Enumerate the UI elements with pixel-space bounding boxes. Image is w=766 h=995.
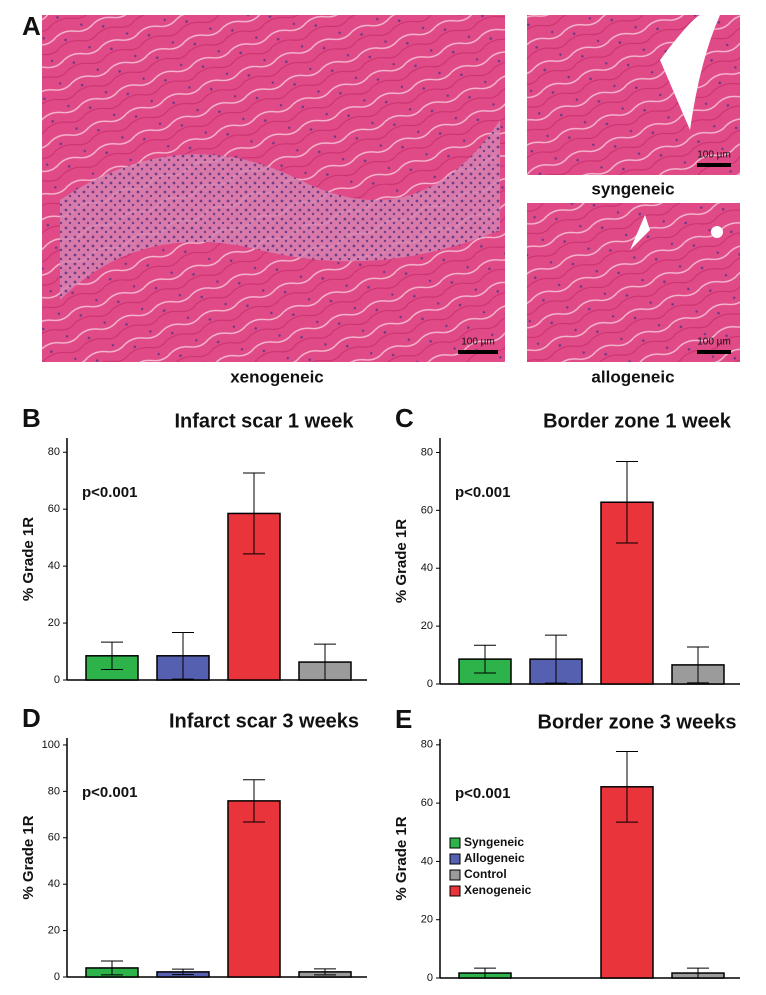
legend-swatch [449, 837, 461, 849]
scale-bar-label: 100 µm [697, 150, 731, 161]
y-tick-label: 60 [48, 832, 60, 844]
y-tick-label: 0 [54, 971, 60, 983]
y-axis-label: % Grade 1R [393, 816, 410, 900]
panel-label: C [395, 403, 414, 433]
legend-swatch [449, 869, 461, 881]
histology-allogeneic: 100 µm [527, 203, 740, 362]
scale-bar-label: 100 µm [461, 337, 495, 348]
y-axis-label: % Grade 1R [20, 815, 37, 899]
y-axis-label: % Grade 1R [393, 519, 410, 603]
bar [227, 800, 281, 978]
chart-title: Infarct scar 1 week [175, 410, 355, 432]
image-caption: allogeneic [591, 367, 674, 386]
chart-title: Infarct scar 3 weeks [169, 710, 359, 732]
y-tick-label: 80 [48, 785, 60, 797]
y-tick-label: 0 [54, 674, 60, 686]
y-tick-label: 80 [421, 739, 433, 751]
y-tick-label: 100 [42, 739, 60, 751]
histology-xenogeneic: 100 µm [42, 15, 505, 362]
y-axis-label: % Grade 1R [20, 517, 37, 601]
legend-label: Syngeneic [464, 835, 524, 849]
image-caption: xenogeneic [230, 367, 324, 386]
annotation: p<0.001 [82, 784, 137, 801]
annotation: p<0.001 [82, 484, 137, 501]
y-tick-label: 60 [48, 503, 60, 515]
y-tick-label: 40 [48, 878, 60, 890]
panel-label: D [22, 703, 41, 733]
y-tick-label: 20 [421, 914, 433, 926]
y-tick-label: 0 [427, 972, 433, 984]
histology-syngeneic: 100 µm [527, 15, 740, 175]
chart-title: Border zone 3 weeks [538, 711, 737, 733]
y-tick-label: 40 [421, 562, 433, 574]
panel-label: B [22, 403, 41, 433]
y-tick-label: 0 [427, 678, 433, 690]
panel-label: A [22, 11, 41, 41]
image-caption: syngeneic [591, 179, 674, 198]
y-tick-label: 40 [48, 560, 60, 572]
panel-label: E [395, 704, 412, 734]
y-tick-label: 20 [48, 617, 60, 629]
legend-label: Control [464, 867, 507, 881]
y-tick-label: 40 [421, 855, 433, 867]
y-tick-label: 80 [48, 446, 60, 458]
legend-label: Xenogeneic [464, 883, 532, 897]
legend-label: Allogeneic [464, 851, 525, 865]
legend-swatch [449, 885, 461, 897]
annotation: p<0.001 [455, 484, 510, 501]
legend-swatch [449, 853, 461, 865]
chart-title: Border zone 1 week [543, 410, 732, 432]
annotation: p<0.001 [455, 785, 510, 802]
y-tick-label: 60 [421, 504, 433, 516]
y-tick-label: 60 [421, 797, 433, 809]
y-tick-label: 20 [421, 620, 433, 632]
y-tick-label: 80 [421, 446, 433, 458]
scale-bar-label: 100 µm [697, 337, 731, 348]
y-tick-label: 20 [48, 924, 60, 936]
